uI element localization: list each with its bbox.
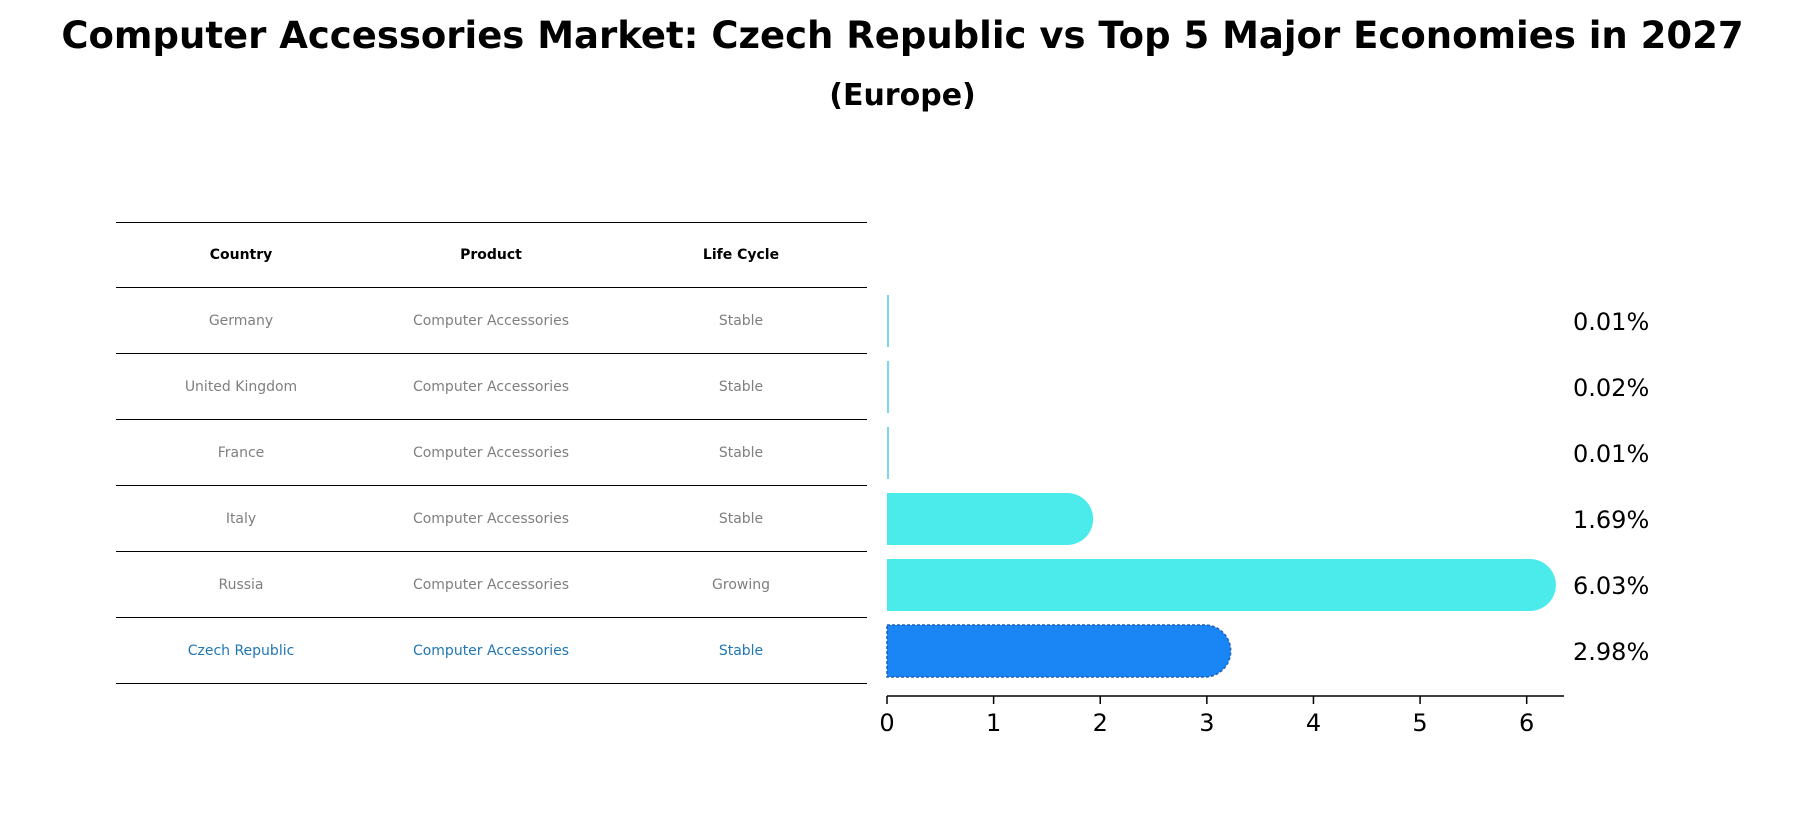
x-tick-label: 4: [1306, 709, 1321, 737]
chart-subtitle: (Europe): [829, 78, 976, 113]
bar-czech-republic: [886, 624, 1232, 678]
table-row: Italy Computer Accessories Stable: [116, 486, 867, 552]
life-cycle-cell: Stable: [718, 444, 764, 461]
value-label-czech-republic: 2.98%: [1573, 638, 1649, 666]
product-cell: Computer Accessories: [412, 510, 570, 527]
product-cell: Computer Accessories: [412, 444, 570, 461]
bar-russia: [887, 559, 1556, 611]
country-cell: Russia: [218, 576, 264, 593]
country-table: Country Product Life Cycle Germany Compu…: [116, 222, 867, 684]
value-label-russia: 6.03%: [1573, 572, 1649, 600]
life-cycle-cell: Stable: [718, 642, 764, 659]
life-cycle-cell: Stable: [718, 312, 764, 329]
table-row-highlighted: Czech Republic Computer Accessories Stab…: [116, 618, 867, 684]
x-tick-label: 1: [986, 709, 1001, 737]
table-row: United Kingdom Computer Accessories Stab…: [116, 354, 867, 420]
product-cell: Computer Accessories: [412, 312, 570, 329]
bar-germany: [887, 295, 889, 347]
country-cell: France: [217, 444, 265, 461]
life-cycle-cell: Stable: [718, 510, 764, 527]
header-country: Country: [209, 247, 273, 263]
x-tick-label: 6: [1519, 709, 1534, 737]
value-label-italy: 1.69%: [1573, 506, 1649, 534]
bar-italy: [887, 493, 1094, 545]
chart-title: Computer Accessories Market: Czech Repub…: [61, 14, 1744, 57]
table-row: Russia Computer Accessories Growing: [116, 552, 867, 618]
x-tick-label: 0: [879, 709, 894, 737]
product-cell: Computer Accessories: [412, 576, 570, 593]
bar-united-kingdom: [887, 361, 890, 413]
x-tick-label: 2: [1093, 709, 1108, 737]
x-tick-label: 3: [1199, 709, 1214, 737]
country-cell: Italy: [225, 510, 257, 527]
table-row: Germany Computer Accessories Stable: [116, 288, 867, 354]
value-label-france: 0.01%: [1573, 440, 1649, 468]
bar-france: [887, 427, 889, 479]
header-life-cycle: Life Cycle: [702, 247, 780, 263]
product-cell: Computer Accessories: [412, 378, 570, 395]
table-row: France Computer Accessories Stable: [116, 420, 867, 486]
country-cell: Germany: [208, 312, 274, 329]
country-cell: United Kingdom: [184, 378, 298, 395]
x-tick-label: 5: [1412, 709, 1427, 737]
country-cell: Czech Republic: [187, 642, 295, 659]
life-cycle-cell: Growing: [712, 576, 770, 593]
value-label-germany: 0.01%: [1573, 308, 1649, 336]
header-product: Product: [460, 247, 522, 263]
value-label-united-kingdom: 0.02%: [1573, 374, 1649, 402]
product-cell: Computer Accessories: [412, 642, 570, 659]
table-header-row: Country Product Life Cycle: [116, 222, 867, 288]
life-cycle-cell: Stable: [718, 378, 764, 395]
